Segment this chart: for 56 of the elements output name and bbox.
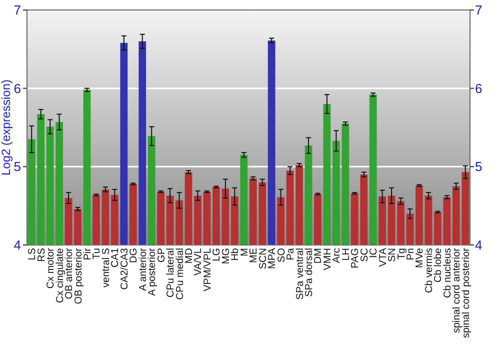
x-tick-label: Pir	[82, 247, 94, 260]
x-tick-label: spinal cord posterior	[460, 247, 472, 338]
x-tick-label: Cb vermis	[424, 248, 435, 294]
x-tick-label: MVe	[414, 248, 426, 268]
x-tick-label: spinal cord anterior	[452, 247, 463, 334]
x-tick-label: GP	[156, 248, 168, 262]
y2-tick-label: 4	[475, 238, 482, 253]
x-tick-label: M	[239, 248, 250, 256]
y-tick-label: 7	[14, 2, 21, 18]
x-tick-label: Cb lobe	[433, 248, 444, 282]
x-tick-label: SN	[387, 248, 398, 262]
y-tick-label: 4	[14, 238, 21, 253]
x-tick-label: RS	[36, 248, 48, 262]
x-tick-label: DG	[128, 248, 140, 263]
x-tick-label: A anterior	[138, 247, 149, 291]
x-tick-label: LS	[27, 248, 38, 260]
x-tick-label: ventral S	[100, 248, 112, 288]
x-tick-label: A posterior	[147, 247, 158, 296]
x-tick-label: Pa	[286, 248, 297, 260]
x-tick-label: IC	[368, 248, 380, 258]
y-tick-label: 6	[14, 80, 21, 96]
x-tick-label: PAG	[350, 248, 362, 268]
x-tick-label: OB anterior	[64, 247, 76, 300]
x-tick-label: Cx cingulate	[54, 248, 66, 304]
x-tick-label: LG	[212, 248, 223, 262]
x-tick-label: Tg	[396, 248, 408, 260]
x-tick-label: VA/VL	[193, 248, 204, 276]
y-tick-label: 5	[14, 159, 21, 174]
x-tick-label: CPu lateral	[166, 248, 177, 298]
x-tick-label: Hb	[230, 248, 242, 261]
y2-tick-label: 6	[475, 80, 482, 96]
x-tick-label: MG	[220, 248, 232, 264]
x-tick-label: ME	[248, 248, 260, 263]
x-tick-label: LH	[340, 248, 352, 261]
x-tick-label: DM	[313, 248, 324, 264]
x-tick-label: MPA	[267, 248, 278, 269]
x-tick-label: SPa dorsal	[304, 248, 315, 297]
x-tick-label: CA2/CA3	[119, 248, 130, 290]
x-tick-label: SCN	[258, 248, 269, 270]
y2-tick-label: 5	[475, 159, 482, 174]
x-tick-label: SO	[276, 248, 288, 262]
x-tick-label: VMH	[322, 248, 334, 270]
x-tick-label: SPa ventral	[294, 248, 306, 300]
x-tick-label: Pn	[406, 248, 417, 260]
y2-tick-label: 7	[475, 2, 482, 18]
x-tick-label: CA1	[110, 248, 122, 268]
x-tick-label: Cb nucleus	[442, 248, 454, 298]
x-tick-label: Tu	[92, 248, 103, 260]
x-tick-label: VPM/VPL	[202, 248, 214, 292]
y-axis-title: Log2 (expression)	[0, 79, 13, 176]
x-tick-label: OB posterior	[73, 247, 84, 304]
x-tick-label: CPu medial	[174, 248, 186, 300]
x-tick-label: Arc	[332, 248, 343, 263]
x-tick-label: VTA	[378, 248, 389, 267]
x-tick-label: SC	[359, 248, 370, 262]
x-tick-label: Cx motor	[46, 247, 57, 289]
